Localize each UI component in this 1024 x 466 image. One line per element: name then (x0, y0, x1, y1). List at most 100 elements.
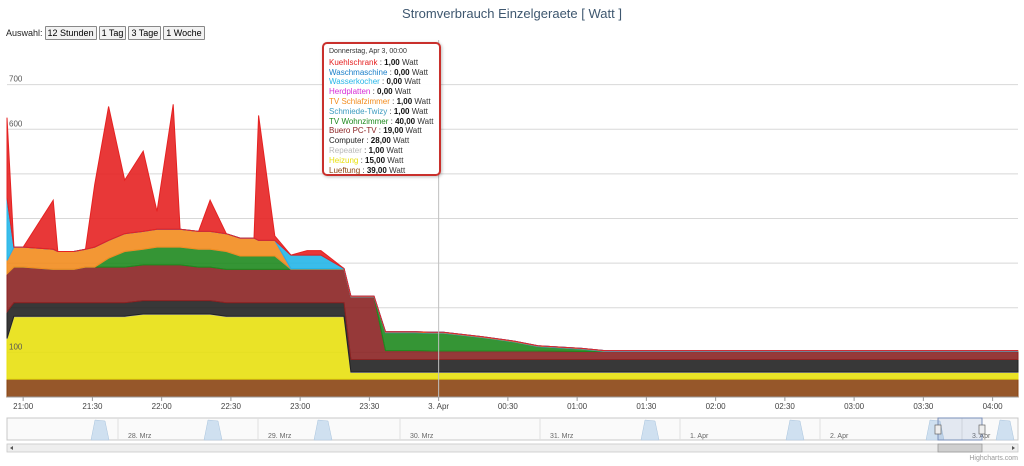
y-tick-label: 100 (9, 342, 23, 351)
credits[interactable]: Highcharts.com (969, 455, 1018, 462)
navigator-date-label: 2. Apr (830, 433, 849, 440)
tooltip-unit: Watt (401, 57, 419, 67)
tooltip-unit: Watt (411, 106, 428, 116)
tooltip-row: Repeater : 1,00 Watt (329, 146, 434, 156)
tooltip-row: Lueftung : 39,00 Watt (329, 166, 434, 176)
range-selector: Auswahl: 12 Stunden 1 Tag 3 Tage 1 Woche (6, 26, 205, 40)
x-tick-label: 02:00 (706, 402, 727, 411)
navigator-series-spike (785, 419, 805, 441)
tooltip-header: Donnerstag, Apr 3, 00:00 (329, 48, 407, 55)
x-tick-label: 03:00 (844, 402, 865, 411)
scroll-right-arrow-icon[interactable] (1012, 446, 1015, 450)
tooltip-unit: Watt (387, 155, 404, 165)
tooltip-unit: Watt (404, 77, 421, 87)
tooltip-series-name: Computer (329, 136, 365, 146)
navigator-selection[interactable] (937, 417, 983, 441)
tooltip-separator: : (376, 126, 384, 136)
tooltip-row: Herdplatten : 0,00 Watt (329, 87, 434, 97)
tooltip-unit: Watt (405, 126, 422, 136)
navigator-series-spike (313, 419, 333, 441)
tooltip-unit: Watt (414, 96, 431, 106)
x-tick-label: 23:00 (290, 402, 311, 411)
tooltip-unit: Watt (386, 145, 403, 155)
tooltip-separator: : (377, 57, 385, 67)
scrollbar-thumb[interactable] (937, 443, 983, 453)
navigator-series-spike (640, 419, 660, 441)
x-tick-label: 00:30 (498, 402, 519, 411)
navigator-handle[interactable] (978, 424, 986, 435)
navigator-handle[interactable] (934, 424, 942, 435)
tooltip-row: Wasserkocher : 0,00 Watt (329, 77, 434, 87)
range-button-1w[interactable]: 1 Woche (163, 26, 205, 40)
x-tick-label: 03:30 (913, 402, 934, 411)
series-area-lueftung (6, 378, 1019, 398)
navigator-date-label: 1. Apr (690, 433, 709, 440)
y-tick-label: 700 (9, 75, 23, 84)
tooltip-series-name: Buero PC-TV (329, 126, 377, 136)
range-button-3d[interactable]: 3 Tage (128, 26, 162, 40)
tooltip-separator: : (358, 155, 366, 165)
tooltip-value: 28,00 (370, 136, 391, 146)
tooltip-separator: : (370, 87, 378, 97)
tooltip-unit: Watt (389, 165, 406, 175)
tooltip-row: Buero PC-TV : 19,00 Watt (329, 126, 434, 136)
tooltip-rows: Kuehlschrank : 1,00 Watt Waschmaschine : … (329, 58, 434, 176)
navigator-date-label: 31. Mrz (550, 433, 574, 440)
x-tick-label: 22:30 (221, 402, 242, 411)
tooltip-row: TV Wohnzimmer : 40,00 Watt (329, 117, 434, 127)
tooltip-series-name: Repeater (329, 145, 362, 155)
tooltip-row: Schmiede-Twizy : 1,00 Watt (329, 107, 434, 117)
navigator-series-spike (90, 419, 110, 441)
range-button-1d[interactable]: 1 Tag (98, 26, 127, 40)
tooltip-row: Heizung : 15,00 Watt (329, 156, 434, 166)
x-tick-label: 3. Apr (428, 402, 449, 411)
scrollbar-track[interactable] (6, 443, 1019, 453)
navigator-series-spike (203, 419, 223, 441)
tooltip-series-name: Lueftung (329, 165, 361, 175)
x-tick-label: 21:00 (13, 402, 34, 411)
x-tick-label: 01:30 (636, 402, 657, 411)
tooltip-value: 39,00 (366, 165, 387, 175)
tooltip-value: 1,00 (393, 106, 410, 116)
scroll-left-arrow-icon[interactable] (10, 446, 13, 450)
tooltip-series-name: Kuehlschrank (329, 57, 378, 67)
range-button-12h[interactable]: 12 Stunden (44, 26, 97, 40)
tooltip-value: 1,00 (384, 57, 400, 67)
tooltip-value: 1,00 (396, 96, 413, 106)
tooltip-series-name: Schmiede-Twizy (329, 106, 388, 116)
tooltip-value: 0,00 (377, 87, 393, 97)
x-tick-label: 22:00 (152, 402, 173, 411)
tooltip-series-name: Waschmaschine (329, 67, 388, 77)
navigator-date-label: 29. Mrz (268, 433, 292, 440)
tooltip-value: 0,00 (386, 77, 403, 87)
tooltip-separator: : (388, 116, 396, 126)
tooltip-separator: : (361, 145, 369, 155)
tooltip-unit: Watt (393, 136, 410, 146)
tooltip-separator: : (379, 77, 387, 87)
tooltip-series-name: TV Wohnzimmer (329, 116, 389, 126)
tooltip: Donnerstag, Apr 3, 00:00 Kuehlschrank : … (322, 42, 441, 176)
x-tick-label: 04:00 (983, 402, 1004, 411)
tooltip-row: Waschmaschine : 0,00 Watt (329, 68, 434, 78)
tooltip-row: Computer : 28,00 Watt (329, 136, 434, 146)
tooltip-value: 19,00 (383, 126, 404, 136)
tooltip-series-name: Herdplatten (329, 87, 371, 97)
x-tick-label: 02:30 (775, 402, 796, 411)
tooltip-row: TV Schlafzimmer : 1,00 Watt (329, 97, 434, 107)
tooltip-row: Kuehlschrank : 1,00 Watt (329, 58, 434, 68)
x-tick-label: 21:30 (82, 402, 103, 411)
tooltip-separator: : (360, 165, 367, 175)
y-tick-label: 600 (9, 119, 23, 128)
tooltip-separator: : (387, 67, 395, 77)
tooltip-value: 15,00 (365, 155, 386, 165)
tooltip-series-name: Wasserkocher (329, 77, 380, 87)
navigator (6, 417, 1019, 441)
x-tick-label: 23:30 (359, 402, 380, 411)
x-tick-label: 01:00 (567, 402, 588, 411)
tooltip-series-name: Heizung (329, 155, 359, 165)
chart-title: Stromverbrauch Einzelgeraete [ Watt ] (402, 6, 622, 21)
tooltip-unit: Watt (411, 67, 429, 77)
range-selector-label: Auswahl: (6, 28, 43, 38)
navigator-date-label: 30. Mrz (410, 433, 434, 440)
tooltip-value: 1,00 (368, 145, 385, 155)
